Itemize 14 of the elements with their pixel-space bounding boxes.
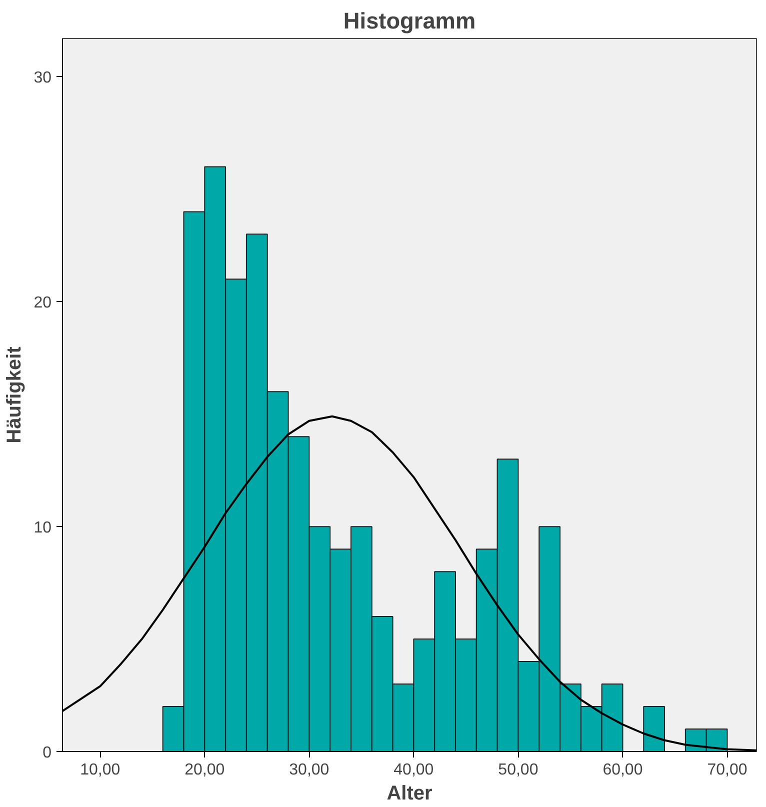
y-axis-title: Häufigkeit [4, 346, 26, 444]
x-tick-label: 20,00 [184, 762, 225, 778]
y-tick-label: 30 [34, 70, 52, 87]
x-tick-label: 50,00 [498, 762, 538, 778]
x-tick-label: 40,00 [394, 762, 434, 778]
y-tick-label: 10 [34, 520, 52, 537]
x-tick-label: 70,00 [707, 762, 748, 778]
y-tick-label: 20 [34, 294, 52, 312]
x-axis-title: Alter [386, 782, 432, 804]
y-tick-label: 0 [42, 744, 52, 762]
x-tick-label: 30,00 [289, 762, 330, 778]
chart-title: Histogramm [343, 8, 476, 34]
x-tick-label: 60,00 [602, 762, 643, 778]
x-tick-label: 10,00 [80, 762, 120, 778]
